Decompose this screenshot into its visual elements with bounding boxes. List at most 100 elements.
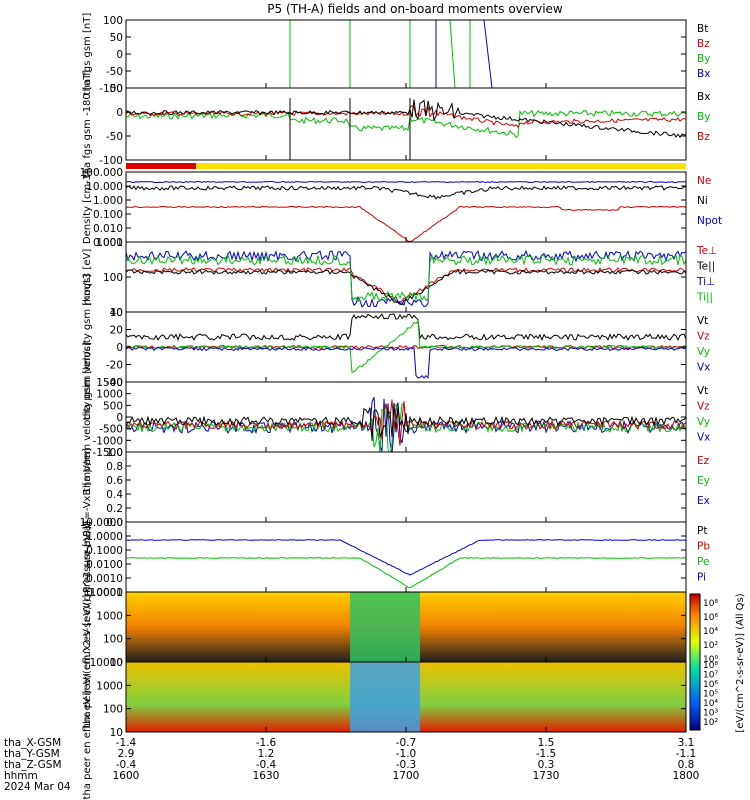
legend-Pb: Pb (697, 541, 710, 553)
colorbar-tick: 10² (703, 641, 718, 651)
panel-3-plot (126, 180, 686, 242)
panel-2-ytick: 50 (110, 83, 123, 95)
panel-2-frame (125, 87, 687, 161)
colorbar-tick: 10⁰ (703, 655, 718, 665)
panel-6-ytick: -1500 (92, 447, 123, 459)
xaxis-value: 3.1 (678, 737, 695, 749)
panel-3-ytick: 0.010 (93, 223, 123, 235)
panel-4-ylabel: moqt3 [eV] (82, 249, 93, 306)
panel-10-frame (125, 661, 687, 733)
panel-10-ylabel: tha peer en eflux eV [eV/(cm^2-s-sr-eV)] (82, 594, 93, 799)
legend-Te⊥: Te⊥ (696, 245, 717, 257)
bx-trace (483, 20, 493, 88)
panel-2-ytick: -50 (106, 131, 123, 143)
xaxis-value: 1.2 (258, 748, 275, 760)
panel-7-ytick: 0.8 (106, 461, 123, 473)
panel-1-ytick: -50 (106, 66, 123, 78)
xaxis-value: -0.3 (396, 759, 417, 771)
panel-9-ylabel: tha peir en eflux eV [eV/(cm^2-s-sr-eV)] (82, 526, 93, 728)
xaxis-value: -0.7 (396, 737, 417, 749)
xaxis-value: -1.1 (676, 748, 697, 760)
panel-10-ytick: 10 (110, 727, 123, 739)
panel-9-ytick: 1000 (96, 610, 123, 622)
panel-10-ytick: 1000 (96, 680, 123, 692)
legend-Vt: Vt (697, 315, 708, 327)
panel-10-ytick: 10000 (90, 657, 123, 669)
legend-Vt: Vt (697, 385, 708, 397)
legend-Vx: Vx (697, 362, 710, 374)
panel-7-ytick: 1.0 (106, 447, 123, 459)
legend-Pi: Pi (697, 572, 706, 584)
pe-trace (126, 557, 686, 589)
legend-Ti⊥: Ti⊥ (696, 276, 715, 288)
legend-Ey: Ey (697, 475, 710, 487)
panel-6-ytick: -1000 (92, 435, 123, 447)
bx-trace (126, 99, 686, 139)
panel-10-plot (126, 662, 686, 732)
panel-5-ylabel: tha peim velocity gsm [km/s] (82, 274, 93, 421)
legend-Bz: Bz (697, 38, 710, 50)
panel-9-ytick: 100 (103, 634, 123, 646)
panel-3-ytick: 10.000 (86, 181, 123, 193)
spectrogram-core (350, 592, 420, 662)
colorbar-tick: 10⁶ (703, 680, 718, 690)
panel-5-ytick: -20 (106, 360, 123, 372)
legend-Vy: Vy (697, 416, 710, 428)
legend-By: By (697, 111, 710, 123)
legend-Te||: Te|| (696, 261, 715, 273)
panel-8-ytick: 10.0000 (80, 517, 123, 529)
mode-bar-fast (126, 163, 196, 169)
panel-8-ytick: 0.1000 (86, 545, 123, 557)
panel-7-ylabel: E=-VxB [mV/m] (82, 448, 93, 526)
legend-Ne: Ne (697, 175, 711, 187)
panel-1-ytick: -100 (99, 83, 123, 95)
colorbar-tick: 10⁴ (703, 699, 718, 709)
colorbar-tick: 10³ (703, 709, 718, 719)
tepar-trace (126, 269, 686, 306)
panel-9-ytick: 10000 (90, 587, 123, 599)
panel-4-frame (125, 241, 687, 313)
panel-4-ytick: 10 (110, 307, 123, 319)
panel-4-ytick: 1000 (96, 237, 123, 249)
bz-trace (126, 105, 686, 129)
xaxis-value: -0.4 (116, 759, 137, 771)
legend-Npot: Npot (697, 215, 722, 227)
panel-6-ytick: -500 (99, 424, 123, 436)
panel-3: 100.000 10.000 1.000 0.100 0.010 0.001Density… (80, 167, 722, 249)
panel-3-ytick: 100.000 (80, 167, 123, 179)
panel-7-ytick: 0.6 (106, 475, 123, 487)
spectrogram-core (350, 662, 420, 732)
panel-1-ytick: 0 (116, 49, 123, 61)
panel-8-ytick: 1.0000 (86, 531, 123, 543)
xaxis-value: -1.4 (116, 737, 137, 749)
xaxis-value: 2.9 (118, 748, 135, 760)
vy-trace (126, 320, 686, 374)
vt-trace (126, 313, 686, 342)
legend-Vx: Vx (697, 432, 710, 444)
vz-trace (126, 399, 686, 446)
legend-By: By (697, 53, 710, 65)
legend-Ez: Ez (697, 455, 710, 467)
panel-1: 100 50 0 -50 -100 tha fgs gsm [nT] Bt Bz By Bx (82, 13, 710, 96)
panel-6-ytick: 1500 (96, 377, 123, 389)
colorbar-tick: 10⁷ (703, 671, 718, 681)
legend-Bx: Bx (697, 91, 710, 103)
vx-trace (126, 346, 686, 379)
panel-1-ytick: 50 (110, 32, 123, 44)
tipar-trace (126, 253, 686, 303)
panel-5-ytick: -40 (106, 377, 123, 389)
figure-title: P5 (TH-A) fields and on-board moments ov… (267, 2, 563, 16)
xaxis-value: -1.0 (396, 748, 417, 760)
xaxis-value: -1.6 (256, 737, 277, 749)
panel-8: 10.0000 1.0000 0.1000 0.0100 0.0010 0.0001Pre… (80, 517, 711, 599)
xaxis-value: -0.4 (256, 759, 277, 771)
panel-4: 1000 100 10 moqt3 [eV] Te⊥ Te|| Ti⊥ Ti|| (82, 237, 717, 319)
panel-9: 10000 1000 100 10 tha peir en eflux eV [eV/(… (82, 526, 687, 728)
xaxis-value: 0.3 (538, 759, 555, 771)
xaxis-row-label: tha_Y-GSM (4, 748, 60, 760)
panel-6-ytick: 1000 (96, 389, 123, 401)
panel-8-ytick: 0.0100 (86, 559, 123, 571)
legend-Pe: Pe (697, 556, 709, 568)
